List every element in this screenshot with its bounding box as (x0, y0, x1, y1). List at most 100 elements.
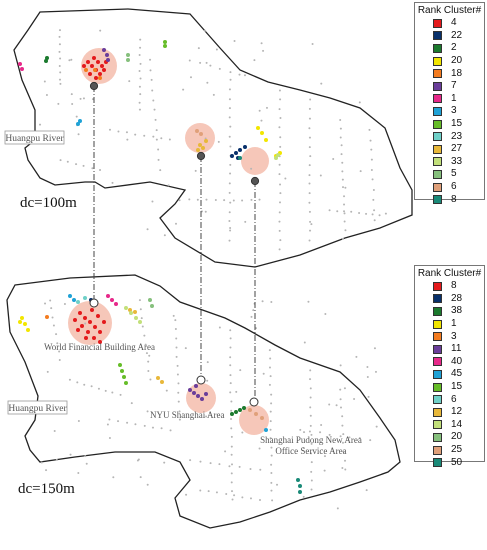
legend-swatch (433, 31, 442, 41)
cluster-point (93, 325, 97, 329)
background-point (209, 462, 212, 465)
background-point (365, 489, 368, 492)
cluster-point (196, 148, 200, 152)
background-point (341, 178, 344, 181)
background-point (358, 212, 361, 215)
background-point (309, 424, 312, 427)
background-point (270, 446, 273, 449)
background-point (310, 433, 313, 436)
background-point (228, 239, 231, 242)
background-point (341, 161, 344, 164)
background-point (279, 116, 282, 119)
background-point (276, 483, 279, 486)
background-point (143, 134, 146, 137)
background-point (310, 470, 313, 473)
background-point (229, 391, 232, 394)
background-point (139, 308, 142, 311)
background-point (308, 164, 311, 167)
background-point (53, 429, 56, 432)
cluster-point (122, 375, 126, 379)
text-box-river-bottom: Huangpu River (7, 400, 67, 415)
background-point (189, 459, 192, 462)
background-point (339, 388, 342, 391)
cluster-point (90, 308, 94, 312)
legend-title-top: Rank Cluster# (417, 5, 482, 16)
background-point (308, 210, 311, 213)
cluster-point (196, 394, 200, 398)
background-point (310, 442, 313, 445)
background-point (252, 309, 255, 312)
cluster-point (204, 392, 208, 396)
background-point (372, 198, 375, 201)
cluster-point (238, 408, 242, 412)
legend-label: 15 (451, 118, 463, 130)
background-point (147, 360, 150, 363)
background-point (228, 135, 231, 138)
background-point (108, 418, 111, 421)
background-point (182, 88, 185, 91)
background-point (91, 98, 94, 101)
background-point (215, 48, 218, 51)
legend-item: 7 (415, 80, 484, 93)
legend-label: 8 (451, 193, 457, 205)
background-point (90, 385, 93, 388)
background-point (185, 493, 188, 496)
background-point (149, 378, 152, 381)
background-point (138, 299, 141, 302)
cluster-point (124, 381, 128, 385)
background-point (373, 347, 376, 350)
cluster-point (129, 311, 133, 315)
cluster-point (192, 391, 196, 395)
background-point (229, 78, 232, 81)
background-point (163, 461, 166, 464)
area-label-pudong-1: Shanghai Pudong New Area (260, 435, 362, 445)
background-point (39, 123, 42, 126)
background-point (147, 370, 150, 373)
background-point (139, 476, 142, 479)
background-point (308, 117, 311, 120)
background-point (197, 47, 200, 50)
legend-label: 27 (451, 143, 463, 155)
legend-top: Rank Cluster# 4 22 2 20 18 7 1 3 15 23 27 33 5 6 8 (414, 2, 485, 205)
legend-label: 2 (451, 42, 457, 54)
legend-label: 14 (451, 418, 463, 430)
background-point (342, 450, 345, 453)
cluster-point (76, 122, 80, 126)
background-point (68, 378, 71, 381)
legend-swatch (433, 18, 442, 28)
background-point (75, 115, 78, 118)
background-point (375, 425, 378, 428)
legend-item: 20 (415, 431, 484, 444)
cluster-point (120, 369, 124, 373)
text-box-river-top: Huangpu River (4, 130, 64, 145)
background-point (104, 389, 107, 392)
background-point (339, 136, 342, 139)
background-point (265, 106, 268, 109)
background-point (270, 301, 273, 304)
cluster-point (248, 408, 252, 412)
legend-items-top: 4 22 2 20 18 7 1 3 15 23 27 33 5 6 8 (415, 17, 484, 206)
background-point (336, 210, 339, 213)
background-points-top (39, 29, 387, 251)
background-point (269, 420, 272, 423)
background-point (309, 369, 312, 372)
cluster-point (148, 298, 152, 302)
legend-item: 3 (415, 330, 484, 343)
background-point (177, 382, 180, 385)
background-point (284, 177, 287, 180)
background-point (309, 406, 312, 409)
background-point (218, 67, 221, 70)
background-point (310, 223, 313, 226)
background-point (378, 214, 381, 217)
background-point (204, 29, 207, 32)
background-point (228, 88, 231, 91)
background-point (146, 483, 149, 486)
background-point (209, 64, 212, 67)
background-point (231, 463, 234, 466)
area-label-pudong-2: Office Service Area (275, 446, 346, 456)
legend-label: 25 (451, 444, 463, 456)
background-point (258, 109, 261, 112)
background-point (323, 455, 326, 458)
cluster-point (296, 478, 300, 482)
legend-item: 1 (415, 318, 484, 331)
